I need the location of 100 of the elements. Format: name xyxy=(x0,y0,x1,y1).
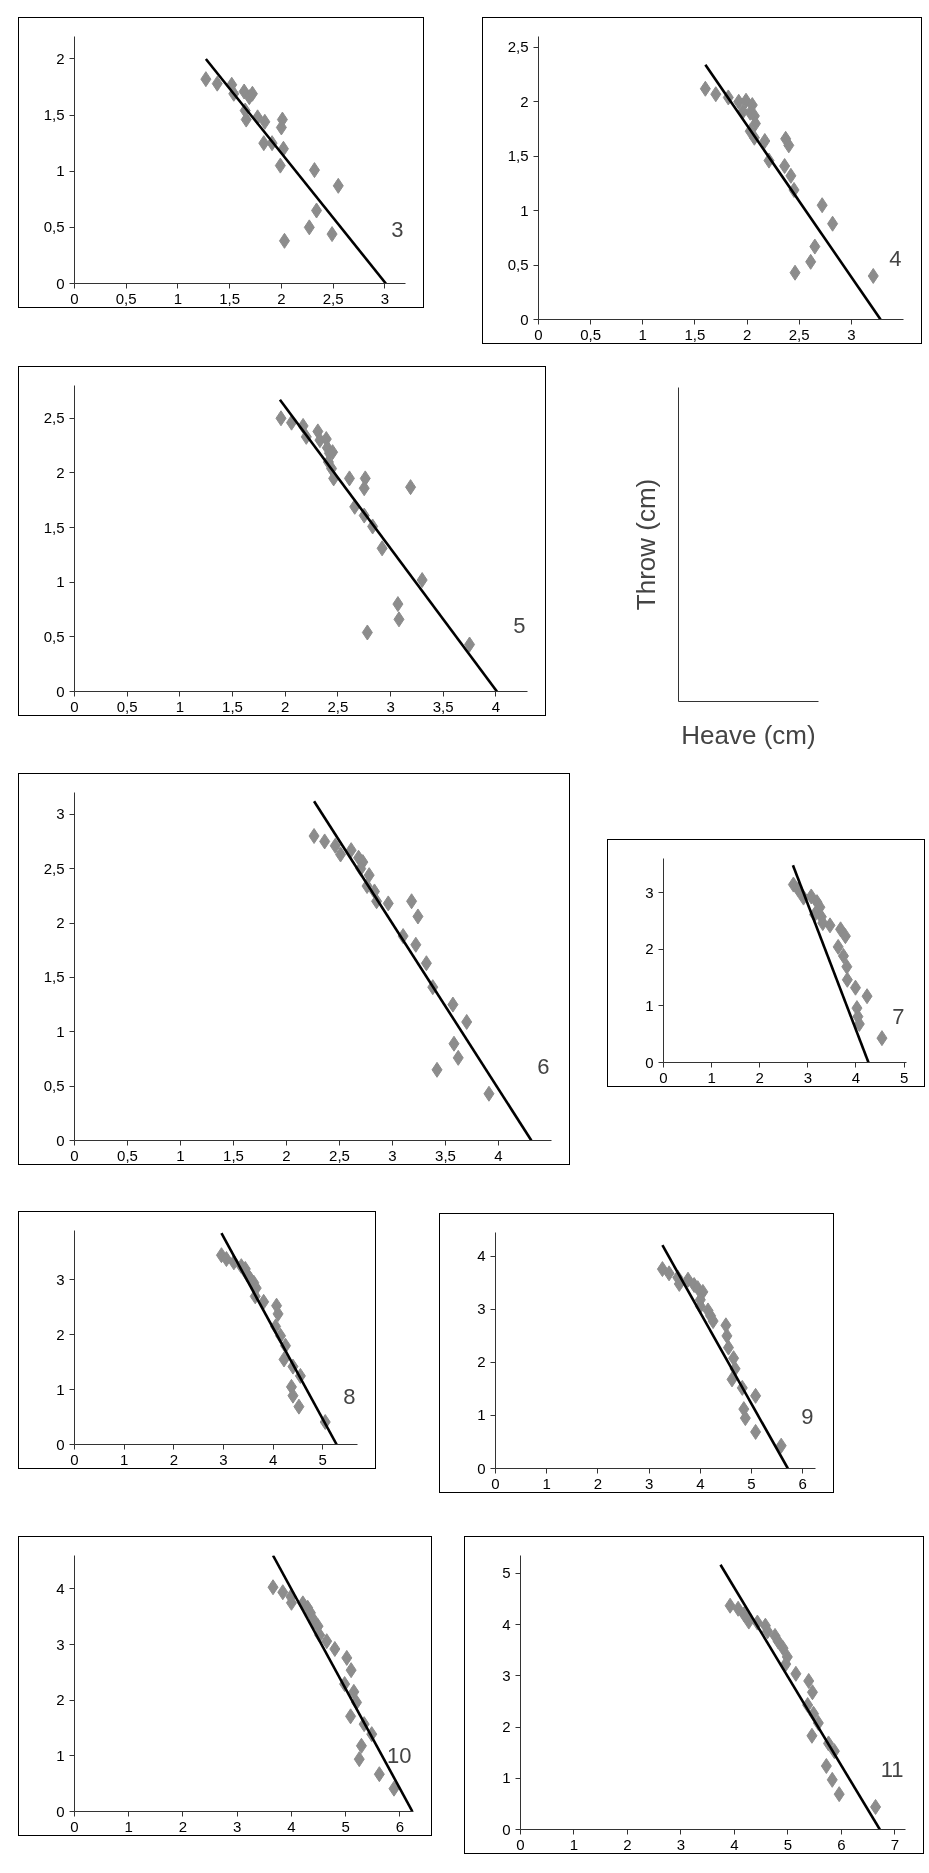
x-tick-label: 3 xyxy=(388,1146,397,1164)
y-tick-label: 2 xyxy=(56,1691,65,1709)
x-tick-label: 3 xyxy=(386,697,395,715)
y-tick-label: 2,5 xyxy=(43,409,65,427)
y-tick-label: 0 xyxy=(56,1435,65,1453)
x-tick-label: 3 xyxy=(219,1450,228,1468)
y-tick-label: 3 xyxy=(56,1270,65,1288)
annotation: 9 xyxy=(801,1403,814,1429)
x-tick-label: 2 xyxy=(169,1450,178,1468)
x-tick-label: 0 xyxy=(70,1146,79,1164)
x-tick-label: 3,5 xyxy=(432,697,454,715)
y-tick-label: 0 xyxy=(56,1131,65,1149)
x-tick-label: 0,5 xyxy=(116,697,138,715)
x-tick-label: 1 xyxy=(173,289,183,307)
x-tick-label: 2 xyxy=(282,1146,291,1164)
x-tick-label: 5 xyxy=(341,1817,350,1835)
x-tick-label: 0,5 xyxy=(115,289,137,307)
y-tick-label: 2 xyxy=(502,1718,511,1736)
x-tick-label: 1 xyxy=(707,1068,716,1086)
x-tick-label: 1,5 xyxy=(219,289,241,307)
annotation: 7 xyxy=(892,1003,905,1029)
annotation: 4 xyxy=(889,245,902,271)
text: Heave (cm) xyxy=(681,719,816,750)
x-tick-label: 2,5 xyxy=(322,289,344,307)
x-tick-label: 2 xyxy=(281,697,290,715)
x-tick-label: 3,5 xyxy=(435,1146,456,1164)
annotation: 8 xyxy=(343,1383,356,1409)
x-tick-label: 3 xyxy=(380,289,389,307)
x-tick-label: 3 xyxy=(847,325,856,343)
y-tick-label: 0,5 xyxy=(43,218,65,236)
y-tick-label: 1 xyxy=(56,1380,65,1398)
x-tick-label: 1 xyxy=(569,1835,579,1853)
x-tick-label: 4 xyxy=(851,1068,861,1086)
x-tick-label: 6 xyxy=(395,1817,405,1835)
x-tick-label: 1,5 xyxy=(222,697,243,715)
x-tick-label: 1,5 xyxy=(684,325,706,343)
annotation: 3 xyxy=(391,216,404,242)
y-tick-label: 0 xyxy=(56,274,65,292)
y-tick-label: 3 xyxy=(477,1300,486,1318)
x-tick-label: 2,5 xyxy=(788,325,810,343)
x-tick-label: 2 xyxy=(178,1817,188,1835)
y-tick-label: 0,5 xyxy=(43,627,65,645)
y-tick-label: 2 xyxy=(56,914,65,931)
x-tick-label: 0 xyxy=(659,1068,668,1086)
y-tick-label: 1 xyxy=(645,996,654,1014)
y-tick-label: 0,5 xyxy=(507,256,529,274)
y-tick-label: 2 xyxy=(56,1325,65,1343)
x-tick-label: 0 xyxy=(70,697,79,715)
y-tick-label: 1 xyxy=(502,1769,511,1787)
x-tick-label: 7 xyxy=(890,1835,899,1853)
x-tick-label: 4 xyxy=(287,1817,296,1835)
x-tick-label: 4 xyxy=(696,1474,705,1492)
y-tick-label: 2 xyxy=(645,940,654,958)
x-tick-label: 0,5 xyxy=(580,325,602,343)
y-tick-label: 3 xyxy=(56,805,65,823)
x-tick-label: 2 xyxy=(755,1068,764,1086)
y-tick-label: 1,5 xyxy=(43,106,65,124)
x-tick-label: 1,5 xyxy=(223,1146,244,1164)
y-tick-label: 2 xyxy=(56,463,65,481)
x-tick-label: 4 xyxy=(268,1450,278,1468)
x-tick-label: 0 xyxy=(70,1817,79,1835)
y-tick-label: 3 xyxy=(645,883,654,901)
y-tick-label: 4 xyxy=(56,1579,65,1597)
x-tick-label: 4 xyxy=(730,1835,739,1853)
x-tick-label: 0 xyxy=(491,1474,500,1492)
x-tick-label: 5 xyxy=(318,1450,327,1468)
y-tick-label: 1,5 xyxy=(43,518,65,536)
y-tick-label: 1 xyxy=(56,1746,65,1764)
x-tick-label: 2 xyxy=(742,325,752,343)
x-tick-label: 2 xyxy=(277,289,286,307)
x-tick-label: 0,5 xyxy=(117,1146,138,1164)
y-tick-label: 3 xyxy=(56,1635,65,1653)
y-tick-label: 1 xyxy=(56,573,65,591)
x-tick-label: 0 xyxy=(70,1450,79,1468)
y-tick-label: 2 xyxy=(477,1353,486,1371)
x-tick-label: 5 xyxy=(783,1835,793,1853)
y-tick-label: 2,5 xyxy=(507,38,529,56)
x-tick-label: 1 xyxy=(175,697,185,715)
y-tick-label: 1 xyxy=(477,1406,486,1424)
x-tick-label: 5 xyxy=(747,1474,756,1492)
y-tick-label: 2 xyxy=(520,92,529,110)
y-tick-label: 1 xyxy=(56,162,65,180)
y-tick-label: 5 xyxy=(502,1564,511,1582)
y-tick-label: 0 xyxy=(56,682,65,700)
y-tick-label: 2,5 xyxy=(43,859,65,877)
text: Throw (cm) xyxy=(630,478,661,611)
x-tick-label: 2,5 xyxy=(329,1146,350,1164)
x-tick-label: 0 xyxy=(70,289,79,307)
y-tick-label: 0 xyxy=(645,1053,654,1071)
y-tick-label: 2 xyxy=(56,49,65,67)
x-tick-label: 5 xyxy=(899,1068,909,1086)
annotation: 11 xyxy=(880,1757,904,1783)
annotation: 10 xyxy=(387,1742,412,1768)
y-tick-label: 1,5 xyxy=(507,147,529,165)
x-tick-label: 1 xyxy=(124,1817,133,1835)
x-tick-label: 3 xyxy=(676,1835,686,1853)
x-tick-label: 6 xyxy=(798,1474,807,1492)
x-tick-label: 2 xyxy=(593,1474,603,1492)
x-tick-label: 2,5 xyxy=(327,697,349,715)
x-tick-label: 3 xyxy=(803,1068,813,1086)
